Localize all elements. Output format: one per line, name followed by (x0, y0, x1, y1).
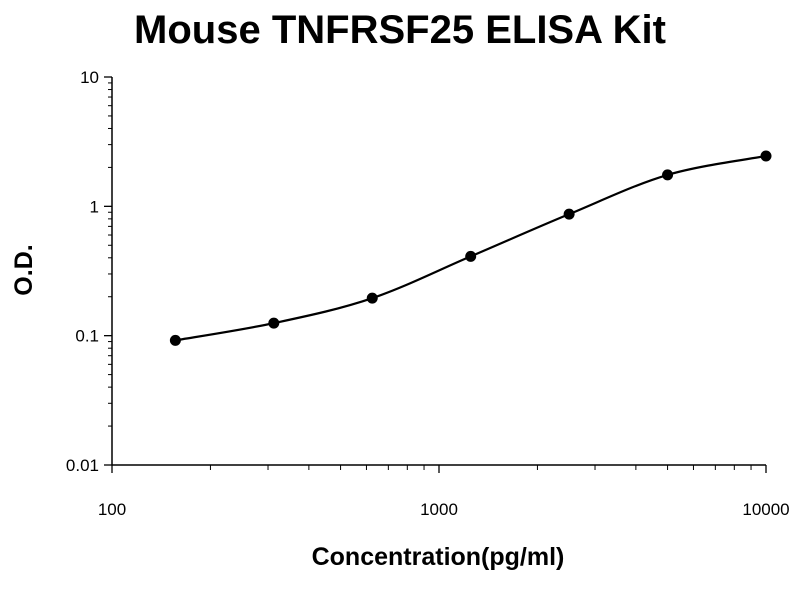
x-tick-label: 1000 (420, 500, 458, 519)
y-axis-title: O.D. (10, 244, 38, 295)
data-point (465, 250, 477, 262)
data-point (760, 150, 772, 162)
y-tick-label: 0.01 (66, 456, 99, 475)
y-tick-label: 10 (80, 68, 99, 87)
data-point (563, 208, 575, 220)
fit-curve (175, 154, 767, 342)
x-axis-title: Concentration(pg/ml) (312, 543, 565, 571)
data-point (268, 317, 280, 329)
x-axis-ticks: 100 1000 10000 (98, 465, 790, 519)
y-axis-ticks: 0.01 0.1 1 10 (66, 68, 112, 475)
x-tick-label: 100 (98, 500, 126, 519)
x-tick-label: 10000 (742, 500, 789, 519)
data-point (662, 169, 674, 181)
chart-title: Mouse TNFRSF25 ELISA Kit (134, 8, 666, 52)
y-tick-label: 1 (90, 197, 99, 216)
data-point (169, 334, 181, 346)
data-point (366, 292, 378, 304)
data-points (169, 150, 772, 346)
y-tick-label: 0.1 (75, 327, 99, 346)
